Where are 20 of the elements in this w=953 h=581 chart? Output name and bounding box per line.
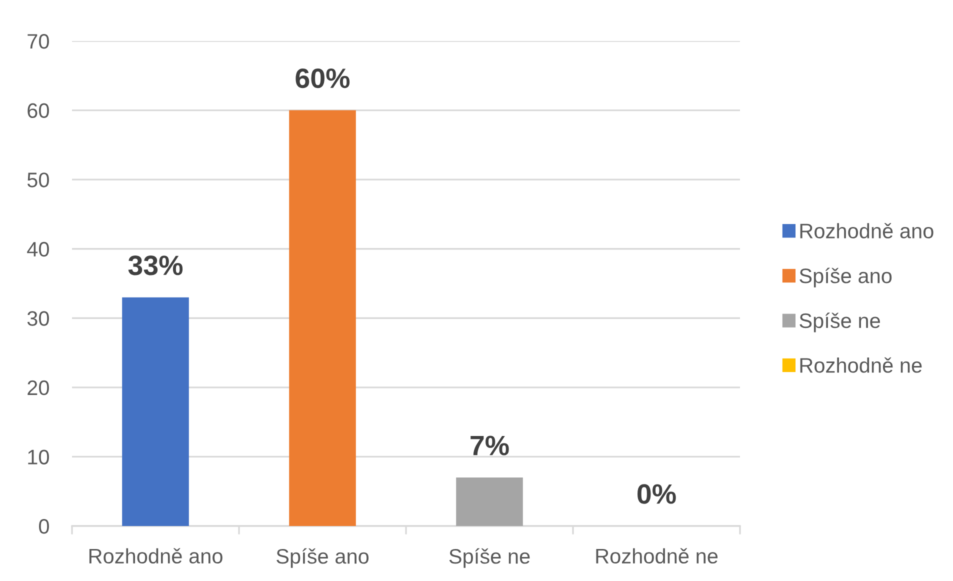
x-tick-label: Rozhodně ne — [596, 548, 718, 564]
y-tick-label: 40 — [27, 242, 49, 257]
y-tick-label: 50 — [27, 172, 49, 188]
data-label: 7% — [470, 436, 509, 456]
y-tick-label: 60 — [28, 103, 49, 118]
data-label: 0% — [638, 484, 676, 504]
data-label: 33% — [128, 256, 183, 276]
x-tick-label: Spíše ne — [449, 548, 530, 568]
data-label: 60% — [296, 68, 350, 88]
legend-label: Spíše ne — [800, 312, 880, 332]
y-tick-label: 20 — [28, 380, 49, 396]
x-tick-label: Rozhodně ano — [89, 548, 222, 564]
x-tick-label: Spíše ano — [276, 548, 369, 568]
y-tick-label: 30 — [27, 311, 49, 326]
legend-label: Rozhodně ne — [800, 357, 922, 373]
y-tick-label: 0 — [39, 519, 49, 534]
legend-label: Rozhodně ano — [800, 223, 934, 238]
y-tick-label: 70 — [28, 34, 49, 49]
legend-label: Spíše ano — [800, 268, 892, 288]
y-tick-label: 10 — [28, 450, 49, 464]
